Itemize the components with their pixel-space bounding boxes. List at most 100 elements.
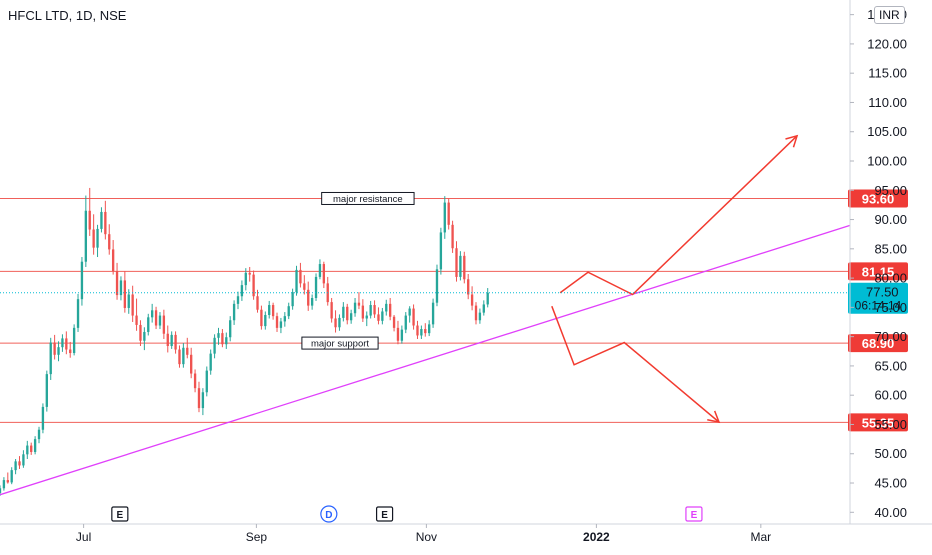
- countdown-label: 06:14:14: [855, 299, 902, 313]
- candle-body: [26, 445, 29, 455]
- price-tick-label: 85.00: [874, 241, 907, 256]
- price-tick-label: 80.00: [874, 271, 907, 286]
- candle-body: [443, 202, 446, 233]
- candle-body: [338, 317, 341, 328]
- candle-body: [330, 302, 333, 319]
- candle-body: [166, 333, 169, 347]
- candle-body: [303, 283, 306, 290]
- candle-body: [123, 280, 127, 308]
- time-tick-label: 2022: [583, 530, 610, 544]
- candle-body: [439, 232, 443, 270]
- candle-body: [14, 461, 17, 471]
- candle-body: [111, 249, 115, 272]
- event-marker-dividend[interactable]: D: [320, 505, 338, 523]
- candle-body: [57, 347, 60, 355]
- candle-body: [342, 306, 345, 318]
- candle-body: [53, 342, 56, 355]
- time-tick-label: Sep: [246, 530, 268, 544]
- candle-body: [424, 329, 427, 334]
- candle-body: [310, 298, 314, 306]
- candle-body: [0, 488, 2, 493]
- earnings-icon: [375, 506, 394, 522]
- price-tick-label: 120.00: [867, 36, 907, 51]
- candle-body: [139, 324, 142, 341]
- price-tick-label: 60.00: [874, 388, 907, 403]
- candle-body: [186, 347, 189, 355]
- time-tick-label: Mar: [750, 530, 771, 544]
- candle-body: [451, 224, 454, 249]
- price-tick-label: 110.00: [868, 95, 907, 110]
- candle-body: [361, 305, 365, 319]
- candle-body: [33, 439, 37, 452]
- candle-body: [455, 248, 458, 277]
- candle-body: [474, 305, 478, 321]
- candle-body: [80, 261, 84, 300]
- candle-body: [346, 306, 349, 321]
- candle-body: [412, 308, 415, 326]
- candle-body: [72, 327, 76, 354]
- price-axis[interactable]: 40.00 45.00 50.00 55.00 60.00 65.00 70.00 75.00…: [849, 0, 907, 524]
- candle-body: [388, 303, 392, 317]
- candle-body: [6, 480, 9, 483]
- candle-body: [295, 269, 298, 293]
- price-tick-label: 70.00: [874, 329, 907, 344]
- candle-body: [307, 289, 310, 306]
- last-price-label: 77.50: [866, 285, 899, 300]
- candle-body: [287, 306, 290, 317]
- candle-body: [240, 285, 244, 297]
- event-label: E: [381, 510, 388, 521]
- event-marker-earnings[interactable]: E: [111, 506, 129, 522]
- level-price-label: 68.90: [862, 336, 895, 351]
- candle-body: [41, 406, 45, 430]
- annotation-text: major resistance: [333, 194, 403, 205]
- price-tick-label: 75.00: [874, 300, 907, 315]
- candle-body: [154, 310, 158, 326]
- candle-body: [131, 294, 134, 316]
- candle-body: [127, 294, 130, 308]
- event-marker-earnings_future[interactable]: E: [685, 506, 703, 522]
- currency-badge[interactable]: INR: [874, 6, 905, 24]
- candle-body: [205, 370, 208, 393]
- candle-body: [143, 331, 146, 341]
- time-axis[interactable]: Jul Sep Nov 2022 Mar: [0, 523, 932, 544]
- symbol-title: HFCL LTD, 1D, NSE: [8, 8, 127, 23]
- level-price-tag: [848, 262, 908, 281]
- candle-body: [37, 429, 41, 440]
- candle-body: [108, 234, 111, 250]
- candle-body: [193, 373, 197, 389]
- candle-body: [18, 461, 21, 466]
- candle-body: [92, 229, 95, 248]
- event-marker-earnings[interactable]: E: [375, 506, 394, 522]
- candle-body: [314, 276, 318, 299]
- candle-body: [377, 314, 380, 321]
- time-tick-label: Jul: [76, 530, 91, 544]
- candle-body: [408, 308, 411, 316]
- level-price-label: 55.35: [862, 415, 895, 430]
- candle-body: [30, 445, 33, 452]
- candle-body: [252, 274, 255, 297]
- candle-body: [190, 354, 193, 374]
- candle-body: [392, 316, 396, 328]
- candle-body: [435, 269, 439, 303]
- price-tick-label: 105.00: [867, 124, 907, 139]
- candle-body: [268, 305, 271, 315]
- candle-body: [229, 320, 232, 338]
- candle-body: [369, 305, 372, 316]
- candle-body: [291, 292, 294, 307]
- bearish-arrowhead: [707, 410, 721, 424]
- price-tick-label: 115.00: [868, 66, 907, 81]
- candle-body: [201, 392, 205, 409]
- candle-body: [275, 316, 279, 328]
- candle-body: [244, 272, 247, 286]
- candle-body: [299, 269, 302, 284]
- price-tick-label: 55.00: [874, 417, 907, 432]
- annotation-text: major support: [311, 339, 369, 350]
- candle-body: [22, 454, 25, 466]
- trendline-layer: [0, 224, 851, 496]
- candle-body: [318, 264, 322, 277]
- candle-body: [10, 470, 13, 483]
